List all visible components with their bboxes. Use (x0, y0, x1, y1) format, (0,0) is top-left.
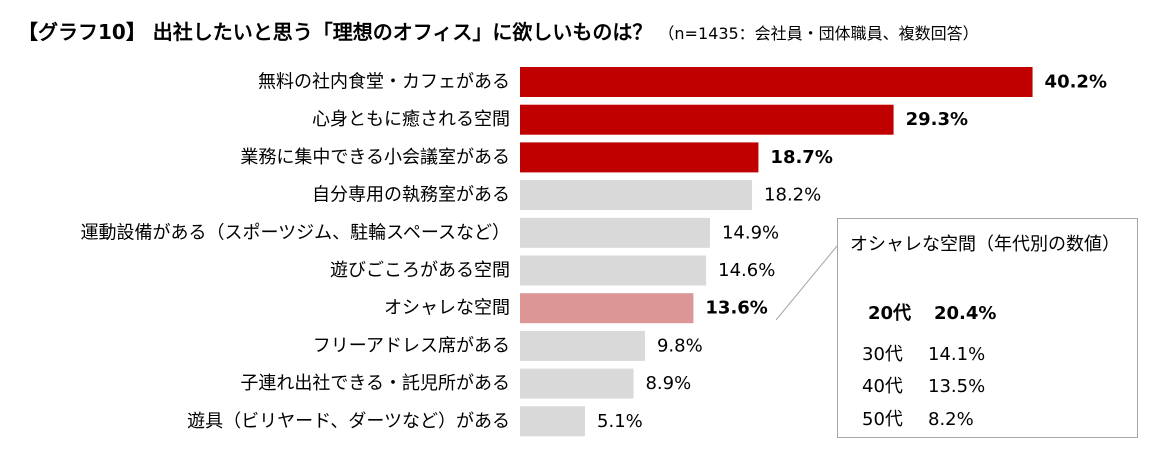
chart-title: 【グラフ10】 出社したいと思う「理想のオフィス」に欲しいものは？ (18, 20, 653, 44)
bar (520, 180, 753, 211)
bar (520, 104, 894, 135)
bar (520, 406, 586, 437)
bar (520, 255, 707, 286)
bar (520, 330, 645, 361)
bar (520, 142, 759, 173)
bar (520, 217, 710, 248)
age-breakdown-callout: オシャレな空間（年代別の数値） 20代 20.4% 30代 14.1% 40代 13.5%… (837, 218, 1138, 438)
age-group-label: 30代 (862, 343, 903, 365)
category-label: 無料の社内食堂・カフェがある (258, 72, 510, 93)
age-group-value: 14.1% (928, 343, 986, 365)
category-label: 遊具（ビリヤード、ダーツなど）がある (187, 411, 510, 432)
callout-row: 30代 14.1% (862, 340, 985, 366)
callout-row: 40代 13.5% (862, 372, 985, 398)
data-label: 9.8% (657, 335, 703, 356)
data-label: 40.2% (1045, 72, 1107, 93)
category-label: 自分専用の執務室がある (312, 185, 510, 206)
data-label: 13.6% (705, 298, 767, 319)
data-label: 14.9% (722, 222, 779, 243)
bar (520, 293, 694, 324)
category-label: 運動設備がある（スポーツジム、駐輪スペースなど） (81, 222, 510, 243)
category-label: 遊びごころがある空間 (330, 260, 510, 281)
callout-row: 50代 8.2% (862, 405, 974, 431)
data-label: 14.6% (718, 260, 775, 281)
category-label: 心身ともに癒される空間 (312, 109, 510, 130)
age-group-value: 20.4% (934, 303, 997, 324)
callout-leader-line (775, 245, 838, 321)
age-group-label: 50代 (862, 408, 903, 430)
category-label: フリーアドレス席がある (313, 335, 510, 356)
chart-subtitle: （n=1435：会社員・団体職員、複数回答） (658, 24, 979, 43)
callout-row: 20代 20.4% (868, 299, 996, 325)
bar (520, 67, 1033, 97)
age-group-label: 40代 (862, 376, 903, 397)
data-label: 18.7% (770, 147, 832, 168)
age-group-label: 20代 (868, 303, 912, 324)
data-label: 29.3% (906, 109, 968, 130)
age-group-value: 13.5% (928, 376, 986, 397)
callout-title: オシャレな空間（年代別の数値） (850, 234, 1120, 255)
data-label: 5.1% (597, 411, 643, 432)
bar (520, 368, 634, 399)
category-label: 子連れ出社できる・託児所がある (240, 373, 510, 394)
age-group-value: 8.2% (928, 408, 974, 430)
category-label: オシャレな空間 (384, 298, 510, 319)
data-label: 18.2% (764, 185, 821, 206)
title-row: 【グラフ10】 出社したいと思う「理想のオフィス」に欲しいものは？ （n=1435… (18, 16, 979, 46)
data-label: 8.9% (645, 373, 691, 394)
category-label: 業務に集中できる小会議室がある (240, 147, 510, 168)
